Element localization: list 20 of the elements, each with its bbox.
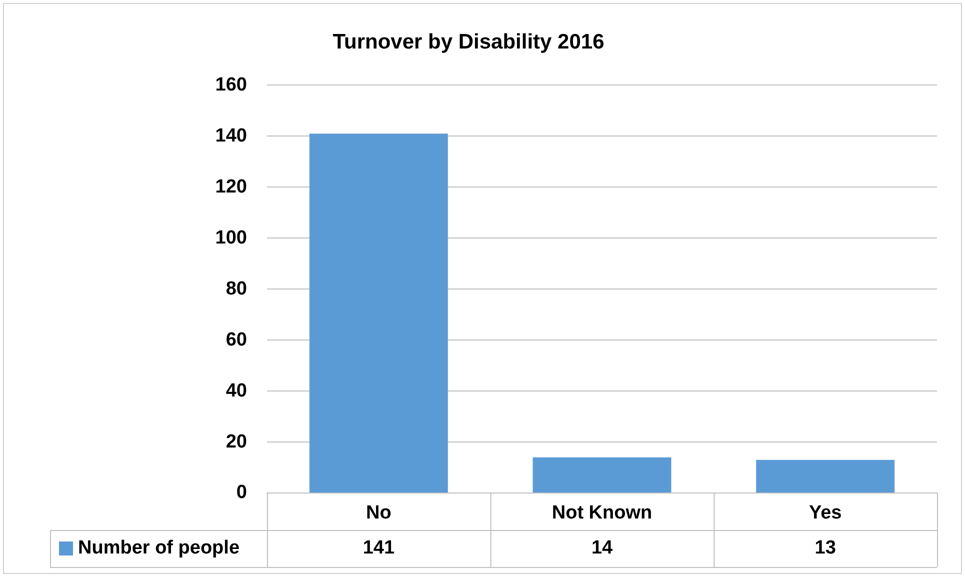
x-tick-label: Yes (808, 502, 842, 524)
y-tick-label: 100 (215, 227, 247, 248)
bar (756, 460, 895, 492)
y-tick-label: 60 (226, 329, 247, 350)
bar (532, 457, 672, 492)
data-label: 13 (814, 538, 836, 559)
bar (309, 134, 448, 492)
x-tick-label: No (366, 502, 392, 524)
y-tick-label: 140 (215, 125, 247, 146)
data-label: 141 (362, 538, 395, 559)
chart-title: Turnover by Disability 2016 (332, 30, 604, 54)
y-tick-label: 20 (226, 431, 247, 452)
data-label: 14 (591, 538, 613, 559)
y-tick-label: 40 (226, 380, 247, 402)
legend-label: Number of people (78, 538, 240, 559)
y-tick-label: 160 (215, 74, 247, 96)
y-tick-label: 120 (215, 176, 247, 198)
y-tick-label: 80 (226, 278, 247, 300)
x-tick-label: Not Known (552, 502, 652, 524)
y-tick-label: 0 (236, 482, 247, 504)
